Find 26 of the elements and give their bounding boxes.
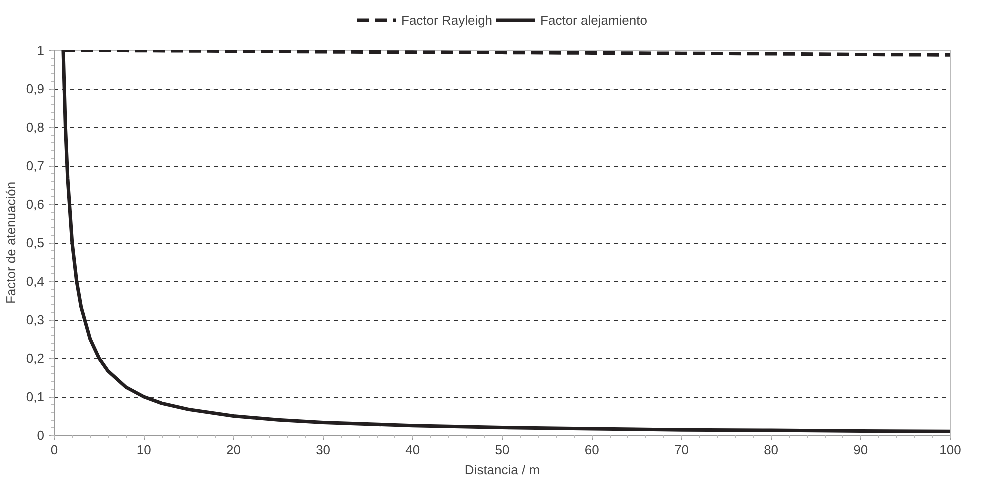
x-tick-label: 40 xyxy=(406,442,420,458)
x-tick-label: 10 xyxy=(136,442,152,458)
x-tick-label: 0 xyxy=(50,442,58,458)
x-tick-label: 100 xyxy=(940,442,962,458)
x-tick-label: 80 xyxy=(764,442,779,458)
y-tick-label: 0,4 xyxy=(26,274,45,289)
legend-label: Factor alejamiento xyxy=(540,12,648,28)
legend-label: Factor Rayleigh xyxy=(402,12,493,28)
y-tick-label: 0,6 xyxy=(26,197,45,212)
y-axis-title: Factor de atenuación xyxy=(3,182,18,304)
y-tick-label: 0 xyxy=(37,428,45,443)
y-tick-label: 1 xyxy=(37,43,45,58)
y-tick-label: 0,9 xyxy=(26,82,45,96)
y-tick-label: 0,5 xyxy=(26,236,45,250)
x-tick-label: 90 xyxy=(854,442,868,458)
x-axis-title: Distancia / m xyxy=(464,462,540,478)
y-tick-label: 0,2 xyxy=(26,351,45,366)
x-tick-label: 20 xyxy=(226,442,241,458)
x-tick-label: 70 xyxy=(674,442,689,458)
x-tick-label: 60 xyxy=(584,442,600,458)
y-tick-label: 0,3 xyxy=(26,312,45,328)
y-tick-label: 0,8 xyxy=(26,120,45,135)
x-tick-label: 30 xyxy=(316,442,331,458)
x-tick-label: 50 xyxy=(495,442,510,458)
y-tick-label: 0,1 xyxy=(26,390,45,404)
y-tick-label: 0,7 xyxy=(26,158,45,174)
